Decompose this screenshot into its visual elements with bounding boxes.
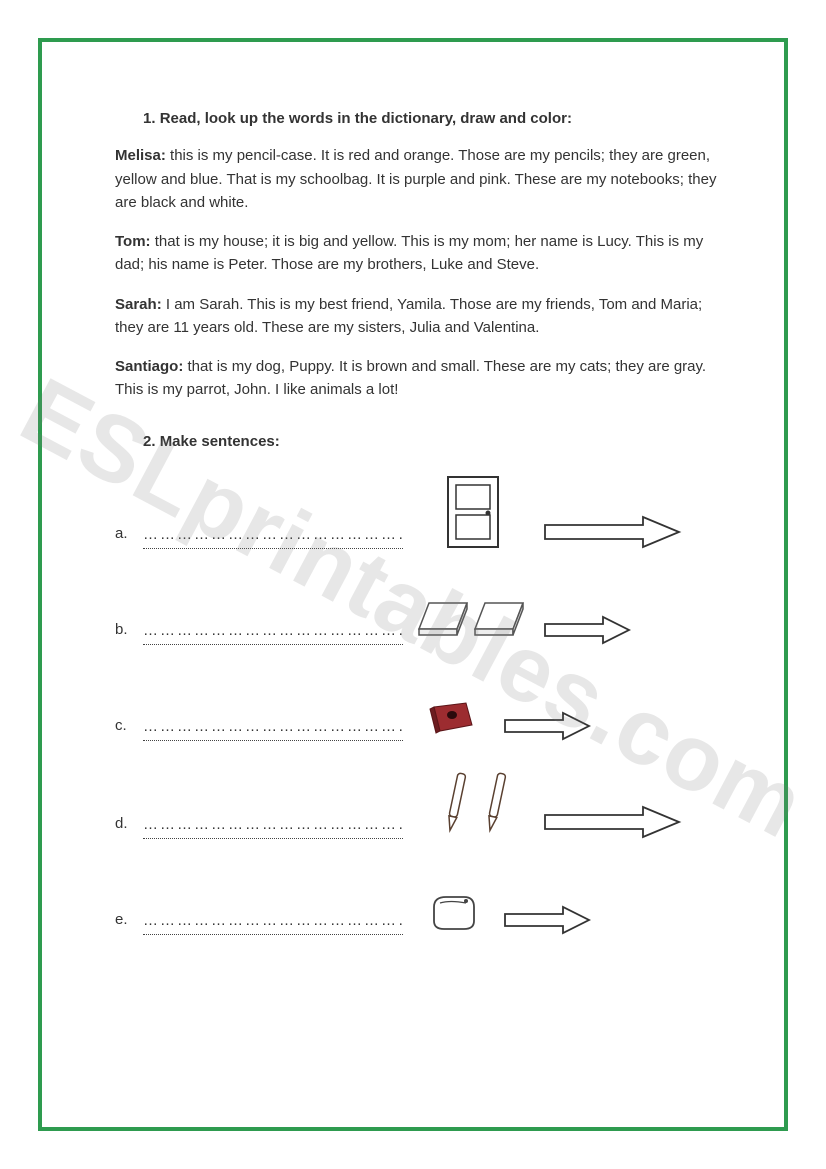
page-border-outer: 1. Read, look up the words in the dictio… [38,38,788,1131]
eraser-icon [413,891,493,935]
paragraph-santiago: Santiago: that is my dog, Puppy. It is b… [115,355,719,402]
row-label-b: b. [115,618,133,645]
row-label-e: e. [115,908,133,935]
arrow-d-icon [543,805,683,839]
section-2-title-text: Make sentences: [160,433,280,450]
exercise-row-a: a. ……………………………………………………. [115,475,719,549]
page-border-wave: 1. Read, look up the words in the dictio… [45,45,781,1124]
text-tom: that is my house; it is big and yellow. … [115,233,703,273]
arrow-b-icon [543,615,633,645]
speaker-santiago: Santiago: [115,358,183,375]
paragraph-tom: Tom: that is my house; it is big and yel… [115,230,719,277]
section-1-heading: 1. Read, look up the words in the dictio… [143,107,719,130]
door-icon [413,475,533,549]
row-label-c: c. [115,714,133,741]
paragraph-melisa: Melisa: this is my pencil-case. It is re… [115,144,719,214]
sharpener-icon [413,697,493,741]
text-melisa: this is my pencil-case. It is red and or… [115,147,716,211]
section-1-title-text: Read, look up the words in the dictionar… [160,110,572,127]
page: 1. Read, look up the words in the dictio… [0,0,826,1169]
arrow-a-icon [543,515,683,549]
exercise-row-e: e. ……………………………………………………. [115,865,719,935]
blank-d[interactable]: ……………………………………………………. [143,813,403,839]
blank-a[interactable]: ……………………………………………………. [143,523,403,549]
row-label-a: a. [115,522,133,549]
blank-c[interactable]: ……………………………………………………. [143,715,403,741]
worksheet-content: 1. Read, look up the words in the dictio… [115,107,719,935]
arrow-c-icon [503,711,593,741]
paragraph-sarah: Sarah: I am Sarah. This is my best frien… [115,293,719,340]
blank-e[interactable]: ……………………………………………………. [143,909,403,935]
blank-b[interactable]: ……………………………………………………. [143,619,403,645]
exercise-row-b: b. ……………………………………………………. [115,575,719,645]
exercise-row-d: d. ……………………………………………………. [115,767,719,839]
speaker-sarah: Sarah: [115,296,162,313]
speaker-melisa: Melisa: [115,147,166,164]
speaker-tom: Tom: [115,233,151,250]
books-icon [413,593,533,645]
text-sarah: I am Sarah. This is my best friend, Yami… [115,296,702,336]
section-1-number: 1. [143,110,156,127]
pens-icon [413,767,533,839]
arrow-e-icon [503,905,593,935]
section-2-heading: 2. Make sentences: [143,430,719,453]
section-2-number: 2. [143,433,156,450]
exercise-row-c: c. ……………………………………………………. [115,671,719,741]
text-santiago: that is my dog, Puppy. It is brown and s… [115,358,706,398]
row-label-d: d. [115,812,133,839]
